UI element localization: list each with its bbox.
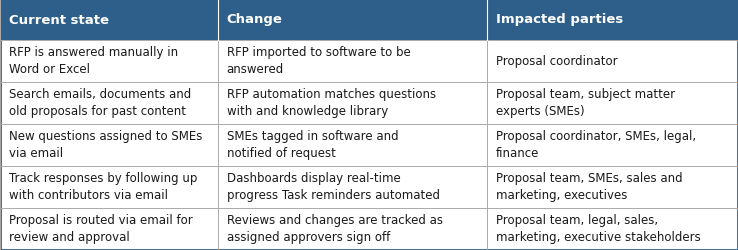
Bar [0, 40, 218, 82]
Bar [0, 124, 218, 166]
Text: Impacted parties: Impacted parties [496, 14, 623, 26]
Bar [487, 124, 738, 166]
Bar [218, 40, 487, 82]
Text: RFP automation matches questions
with and knowledge library: RFP automation matches questions with an… [227, 88, 435, 118]
Bar [218, 166, 487, 208]
Bar [0, 208, 218, 250]
Text: Proposal coordinator, SMEs, legal,
finance: Proposal coordinator, SMEs, legal, finan… [496, 130, 696, 160]
Bar [0, 166, 218, 208]
Bar [487, 0, 738, 40]
Bar [218, 208, 487, 250]
Bar [218, 0, 487, 40]
Bar [487, 208, 738, 250]
Text: Proposal coordinator: Proposal coordinator [496, 54, 618, 68]
Text: Proposal team, legal, sales,
marketing, executive stakeholders: Proposal team, legal, sales, marketing, … [496, 214, 700, 244]
Text: Dashboards display real-time
progress Task reminders automated: Dashboards display real-time progress Ta… [227, 172, 440, 202]
Text: SMEs tagged in software and
notified of request: SMEs tagged in software and notified of … [227, 130, 399, 160]
Text: Reviews and changes are tracked as
assigned approvers sign off: Reviews and changes are tracked as assig… [227, 214, 443, 244]
Text: Proposal team, SMEs, sales and
marketing, executives: Proposal team, SMEs, sales and marketing… [496, 172, 683, 202]
Text: New questions assigned to SMEs
via email: New questions assigned to SMEs via email [9, 130, 202, 160]
Bar [487, 166, 738, 208]
Bar [218, 82, 487, 124]
Text: Track responses by following up
with contributors via email: Track responses by following up with con… [9, 172, 197, 202]
Bar [487, 40, 738, 82]
Bar [0, 0, 218, 40]
Bar [0, 82, 218, 124]
Text: RFP imported to software to be
answered: RFP imported to software to be answered [227, 46, 410, 76]
Text: Proposal team, subject matter
experts (SMEs): Proposal team, subject matter experts (S… [496, 88, 675, 118]
Bar [218, 124, 487, 166]
Text: RFP is answered manually in
Word or Excel: RFP is answered manually in Word or Exce… [9, 46, 178, 76]
Text: Current state: Current state [9, 14, 109, 26]
Bar [487, 82, 738, 124]
Text: Change: Change [227, 14, 283, 26]
Text: Search emails, documents and
old proposals for past content: Search emails, documents and old proposa… [9, 88, 191, 118]
Text: Proposal is routed via email for
review and approval: Proposal is routed via email for review … [9, 214, 193, 244]
